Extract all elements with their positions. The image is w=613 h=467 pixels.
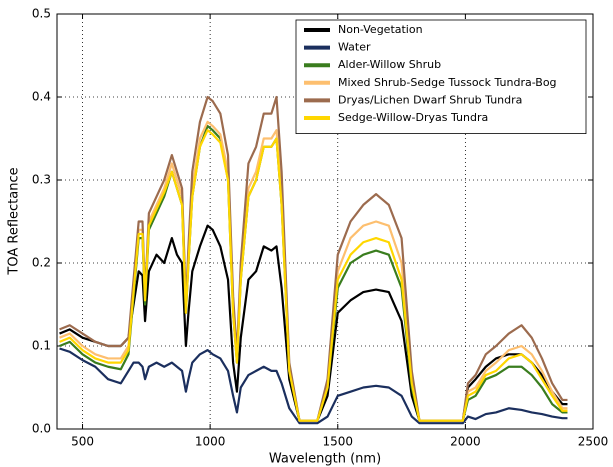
x-tick-label: 500 <box>71 435 94 449</box>
y-tick-label: 0.2 <box>32 256 51 270</box>
series-line <box>59 224 568 422</box>
legend-label: Non-Vegetation <box>338 23 423 36</box>
x-tick-label: 1000 <box>195 435 226 449</box>
series-line <box>59 347 568 425</box>
x-axis-label: Wavelength (nm) <box>269 452 381 467</box>
legend-label: Alder-Willow Shrub <box>338 58 441 71</box>
legend: Non-Vegetation Water Alder-Willow Shrub Mix… <box>295 19 587 134</box>
y-tick-label: 0.0 <box>32 422 51 436</box>
y-axis-label: TOA Reflectance <box>7 167 22 275</box>
x-tick-label: 2500 <box>578 435 609 449</box>
y-tick-label: 0.4 <box>32 90 51 104</box>
series-line <box>59 129 568 422</box>
legend-label: Dryas/Lichen Dwarf Shrub Tundra <box>338 93 522 106</box>
x-tick-label: 2000 <box>450 435 481 449</box>
legend-label: Water <box>338 41 371 54</box>
legend-label: Sedge-Willow-Dryas Tundra <box>338 111 488 124</box>
x-tick-label: 1500 <box>322 435 353 449</box>
plot-frame <box>56 13 594 430</box>
legend-label: Mixed Shrub-Sedge Tussock Tundra-Bog <box>338 76 557 89</box>
y-tick-label: 0.3 <box>32 173 51 187</box>
legend-box <box>295 19 587 134</box>
y-tick-label: 0.5 <box>32 7 51 21</box>
y-tick-label: 0.1 <box>32 339 51 353</box>
